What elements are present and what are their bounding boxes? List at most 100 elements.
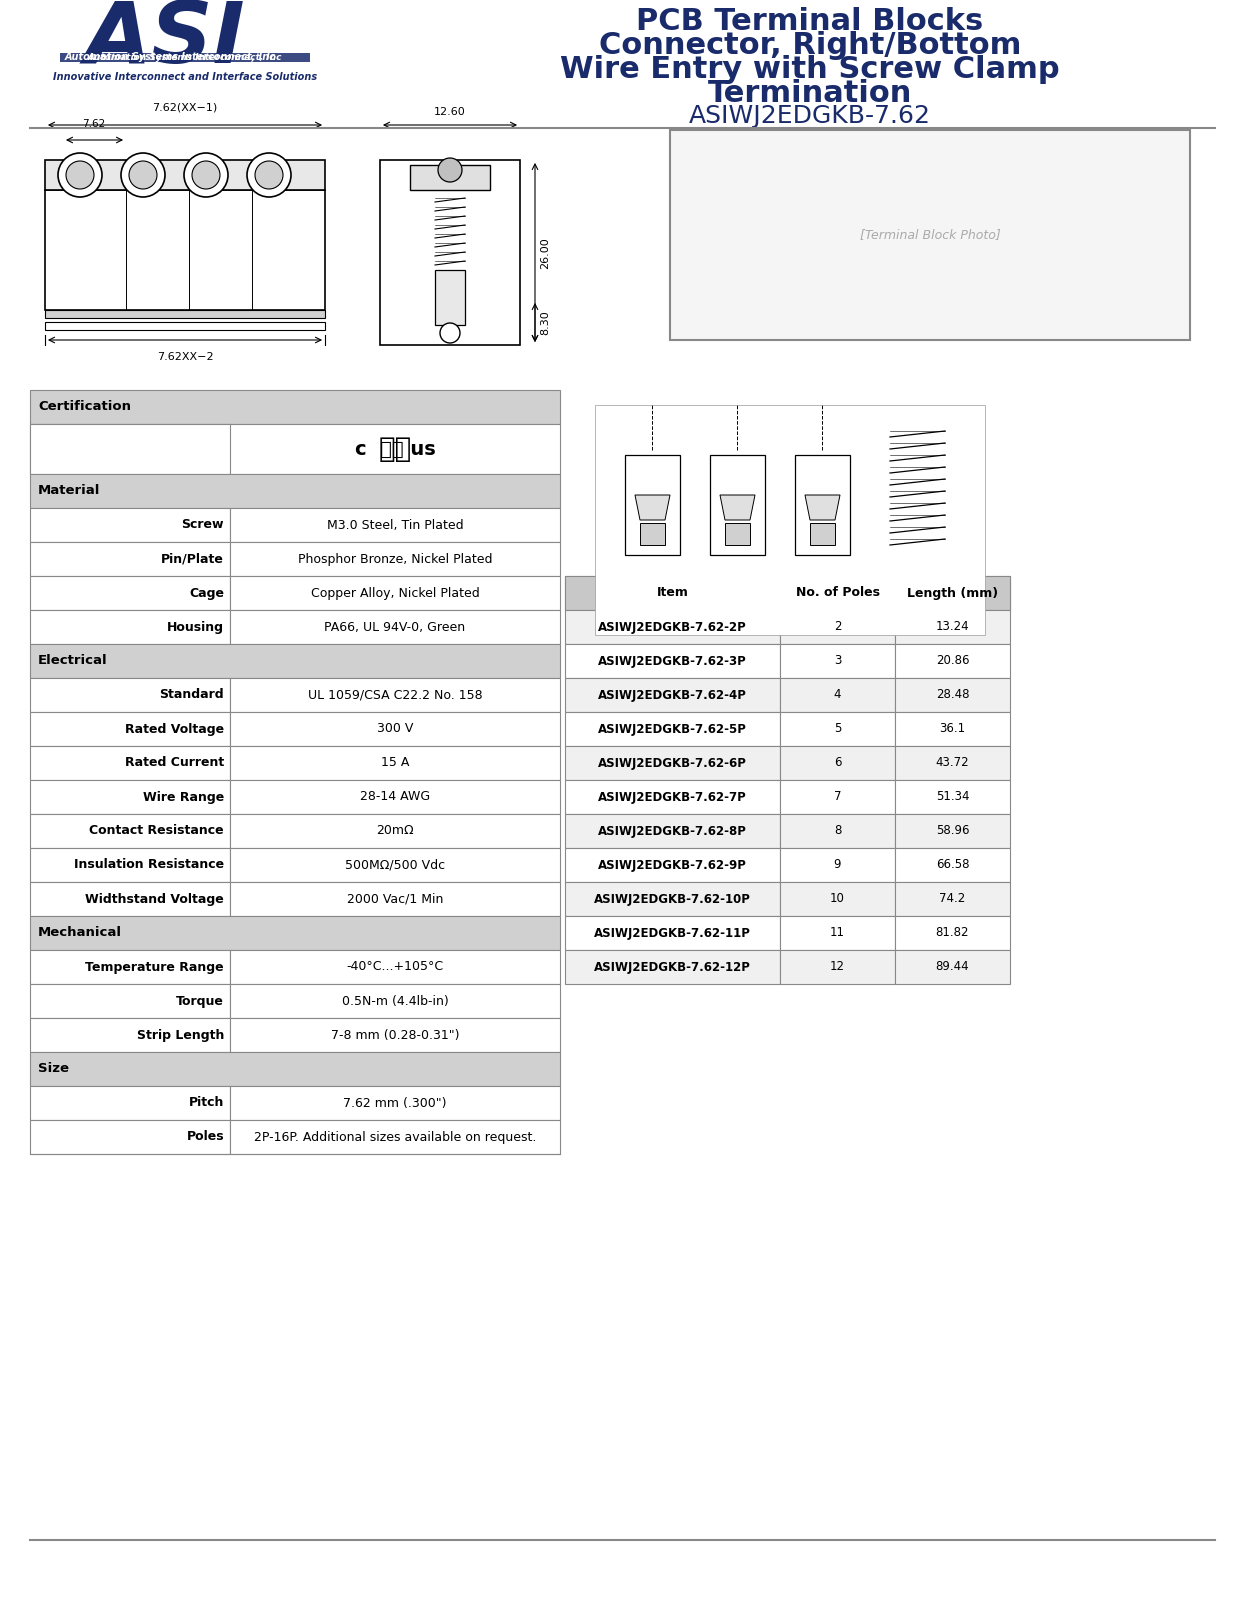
Text: -40°C...+105°C: -40°C...+105°C [346, 960, 443, 973]
Text: 3: 3 [834, 654, 842, 667]
Circle shape [121, 154, 166, 197]
Text: Material: Material [39, 485, 101, 498]
Text: Strip Length: Strip Length [137, 1029, 224, 1042]
Bar [30, 746, 230, 781]
Polygon shape [806, 494, 840, 520]
Bar [230, 610, 560, 643]
Bar [45, 322, 325, 330]
Bar [30, 424, 230, 474]
Text: ASIWJ2EDGKB-7.62: ASIWJ2EDGKB-7.62 [688, 104, 931, 128]
Bar [781, 678, 895, 712]
Text: ASIWJ2EDGKB-7.62-5P: ASIWJ2EDGKB-7.62-5P [598, 723, 747, 736]
Bar [30, 576, 230, 610]
Bar [895, 848, 1010, 882]
Bar [895, 781, 1010, 814]
Bar [30, 781, 230, 814]
Bar [895, 576, 1010, 610]
Text: c  ⓄⓁ us: c ⓄⓁ us [355, 440, 436, 459]
Text: M3.0 Steel, Tin Plated: M3.0 Steel, Tin Plated [326, 518, 463, 531]
Text: 11: 11 [830, 926, 845, 939]
Bar [781, 746, 895, 781]
Bar [725, 523, 749, 546]
Text: Housing: Housing [167, 621, 224, 634]
Text: 12: 12 [830, 960, 845, 973]
Bar [895, 950, 1010, 984]
Bar [45, 310, 325, 318]
Circle shape [247, 154, 291, 197]
Circle shape [192, 162, 220, 189]
Text: 74.2: 74.2 [940, 893, 966, 906]
Text: 2000 Vac/1 Min: 2000 Vac/1 Min [347, 893, 443, 906]
Bar [30, 1120, 230, 1154]
Text: UL 1059/CSA C22.2 No. 158: UL 1059/CSA C22.2 No. 158 [308, 688, 482, 701]
Bar [895, 643, 1010, 678]
Bar [796, 454, 850, 555]
Text: 6: 6 [834, 757, 842, 770]
Text: Innovative Interconnect and Interface Solutions: Innovative Interconnect and Interface So… [54, 72, 317, 82]
Text: 66.58: 66.58 [936, 859, 970, 872]
Text: 9: 9 [834, 859, 842, 872]
Bar [380, 160, 520, 346]
Text: 20.86: 20.86 [936, 654, 970, 667]
Bar [230, 712, 560, 746]
Bar [781, 848, 895, 882]
Text: Pitch: Pitch [189, 1096, 224, 1109]
Text: 7-8 mm (0.28-0.31"): 7-8 mm (0.28-0.31") [331, 1029, 459, 1042]
Bar [30, 1086, 230, 1120]
Text: 0.5N-m (4.4lb-in): 0.5N-m (4.4lb-in) [341, 995, 448, 1008]
Text: ASIWJ2EDGKB-7.62-6P: ASIWJ2EDGKB-7.62-6P [598, 757, 747, 770]
Text: ASIWJ2EDGKB-7.62-12P: ASIWJ2EDGKB-7.62-12P [594, 960, 751, 973]
Text: 81.82: 81.82 [936, 926, 970, 939]
Text: [Terminal Block Photo]: [Terminal Block Photo] [859, 229, 1001, 242]
Bar [565, 882, 781, 915]
Circle shape [439, 323, 459, 342]
Text: 15 A: 15 A [381, 757, 410, 770]
Circle shape [66, 162, 95, 189]
Bar [565, 746, 781, 781]
Text: 8: 8 [834, 824, 842, 837]
Bar [781, 610, 895, 643]
Bar [30, 712, 230, 746]
Bar [30, 882, 230, 915]
Bar [30, 390, 560, 424]
Bar [895, 746, 1010, 781]
Text: Connector, Right/Bottom: Connector, Right/Bottom [599, 32, 1021, 61]
Bar [30, 848, 230, 882]
Bar [45, 190, 325, 310]
Text: Automation Systems Interconnect, Inc: Automation Systems Interconnect, Inc [65, 51, 275, 62]
Text: 7.62XX−2: 7.62XX−2 [157, 352, 213, 362]
Text: 7.62 mm (.300"): 7.62 mm (.300") [344, 1096, 447, 1109]
Bar [781, 882, 895, 915]
Text: Electrical: Electrical [39, 654, 107, 667]
Text: ⓄⓁ: ⓄⓁ [378, 435, 412, 462]
Text: ASIWJ2EDGKB-7.62-2P: ASIWJ2EDGKB-7.62-2P [598, 621, 747, 634]
Bar [230, 950, 560, 984]
Bar [895, 814, 1010, 848]
Text: 7.62: 7.62 [82, 118, 106, 130]
Text: Cage: Cage [189, 587, 224, 600]
Text: Rated Voltage: Rated Voltage [124, 723, 224, 736]
Text: Rated Current: Rated Current [124, 757, 224, 770]
Bar [565, 678, 781, 712]
Text: 43.72: 43.72 [936, 757, 970, 770]
Text: 7.62(XX−1): 7.62(XX−1) [152, 102, 218, 114]
Bar [45, 160, 325, 190]
Bar [30, 678, 230, 712]
Bar [781, 643, 895, 678]
Text: Item: Item [656, 587, 688, 600]
Bar [781, 950, 895, 984]
Bar [30, 915, 560, 950]
Bar [230, 1120, 560, 1154]
Bar [30, 1018, 230, 1053]
Bar [670, 130, 1190, 341]
Bar [565, 814, 781, 848]
Bar [30, 542, 230, 576]
Bar [565, 576, 781, 610]
Bar [0, 0, 1245, 120]
Bar [781, 781, 895, 814]
Text: Size: Size [39, 1062, 68, 1075]
Bar [565, 643, 781, 678]
Bar [230, 542, 560, 576]
Text: 13.24: 13.24 [936, 621, 970, 634]
Text: Screw: Screw [182, 518, 224, 531]
